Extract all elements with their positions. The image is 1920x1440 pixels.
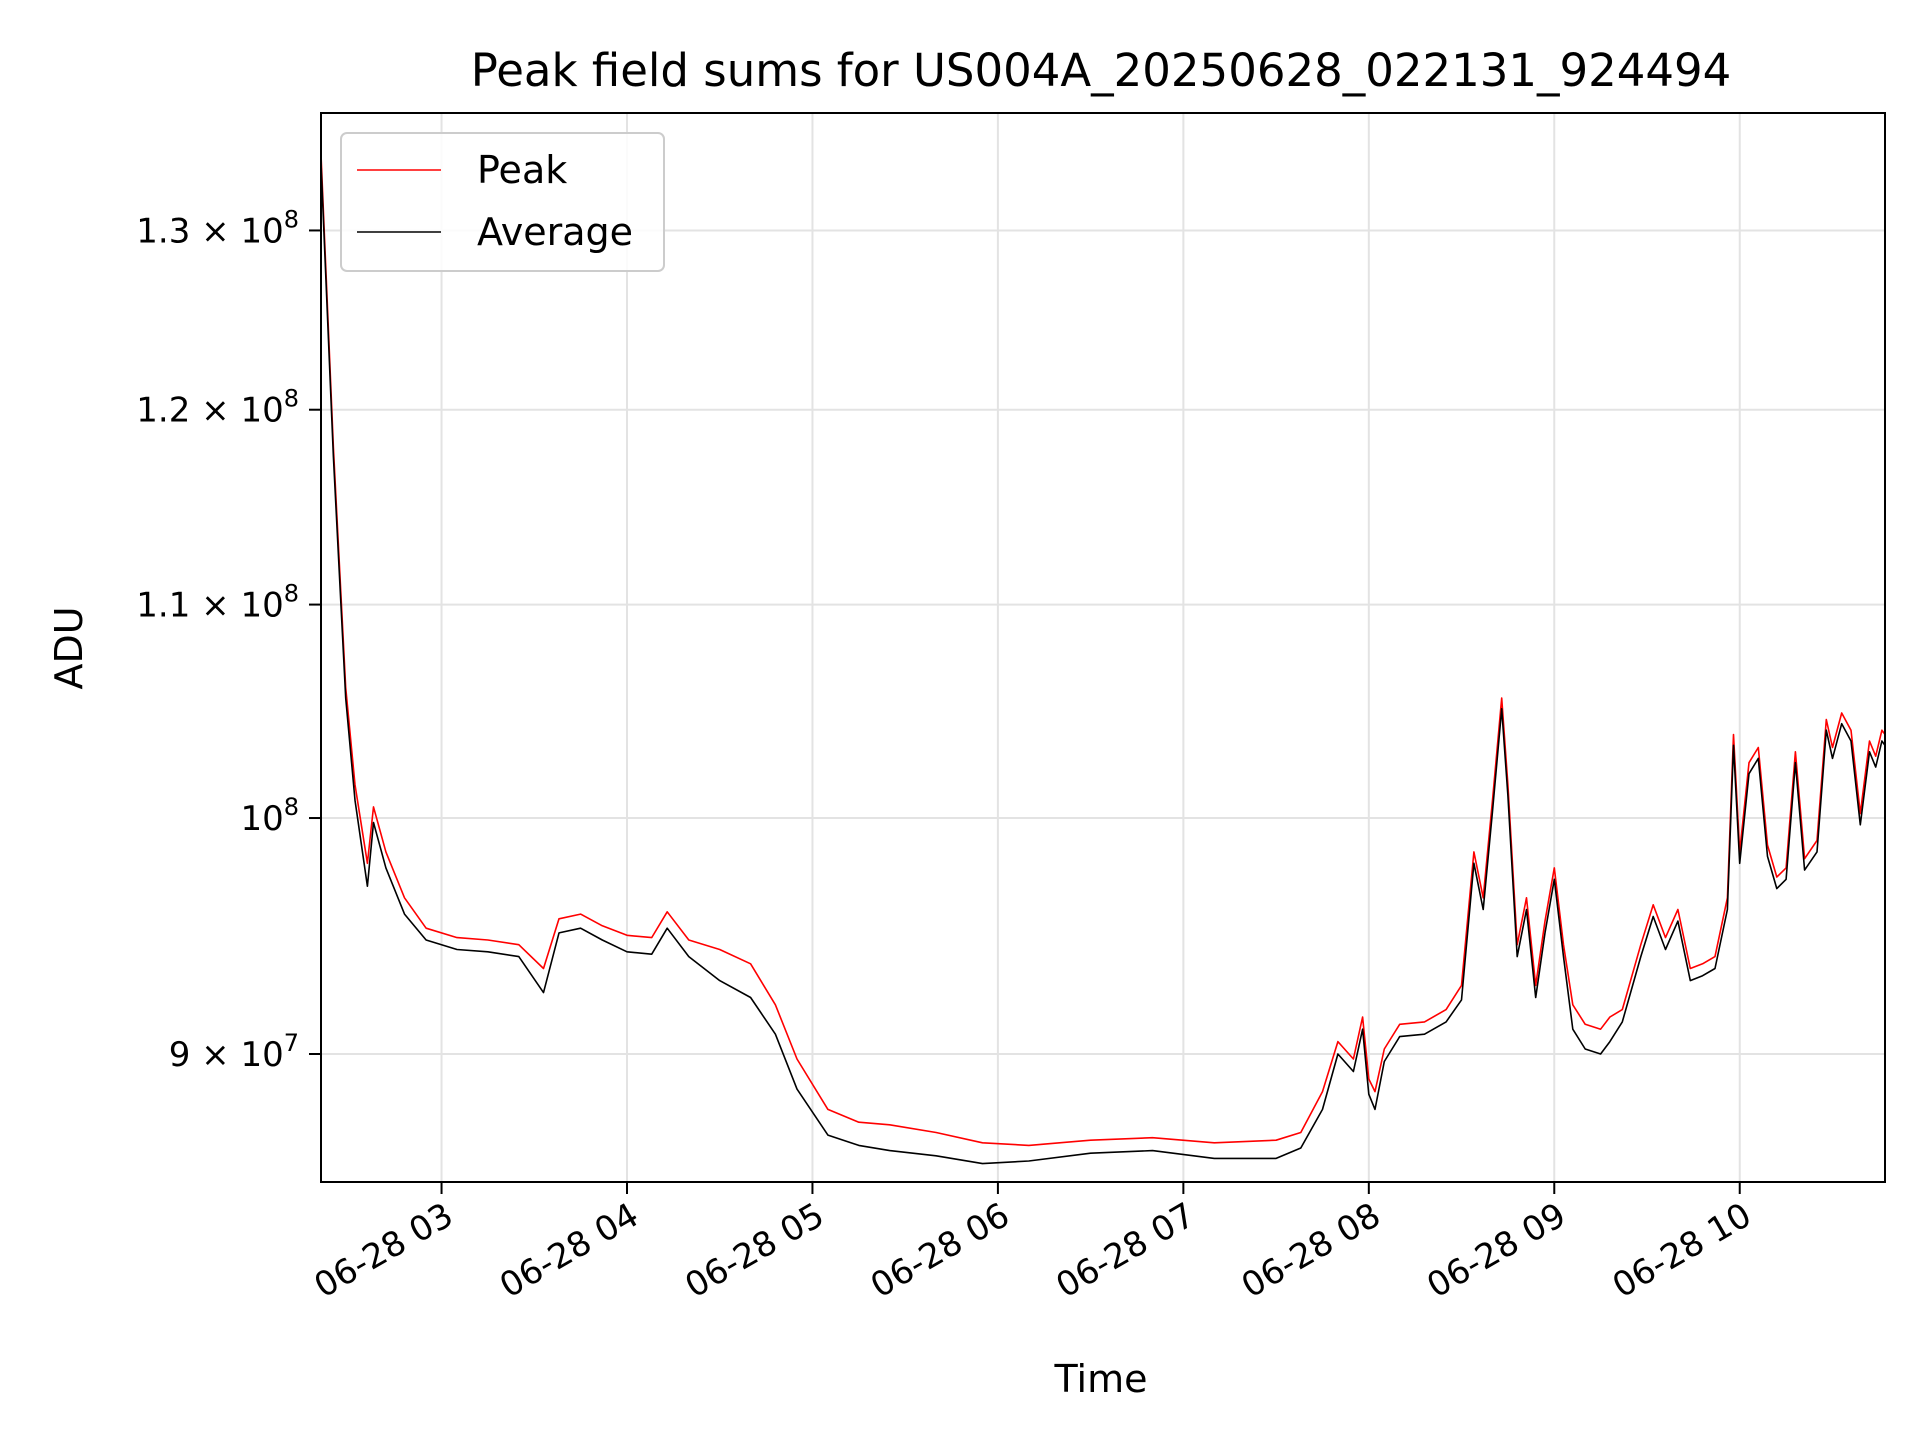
y-tick-label-2: 1.1 × 108 [136, 580, 299, 626]
chart-title: Peak field sums for US004A_20250628_0221… [471, 44, 1732, 97]
series-line-peak [321, 154, 1885, 1147]
plot-frame [320, 112, 1886, 1183]
y-tick-label-3: 1.2 × 108 [136, 385, 299, 431]
legend: Peak Average [340, 132, 665, 272]
legend-label-average: Average [477, 210, 633, 254]
series-lines [321, 154, 1885, 1165]
y-tick-label-4: 1.3 × 108 [136, 205, 299, 251]
series-line-average [321, 162, 1885, 1165]
y-axis-label: ADU [47, 606, 91, 689]
legend-label-peak: Peak [477, 148, 567, 192]
x-axis-label: Time [1054, 1357, 1148, 1401]
y-tick-label-0: 9 × 107 [169, 1029, 299, 1075]
legend-box [340, 132, 665, 272]
grid [321, 113, 1885, 1182]
